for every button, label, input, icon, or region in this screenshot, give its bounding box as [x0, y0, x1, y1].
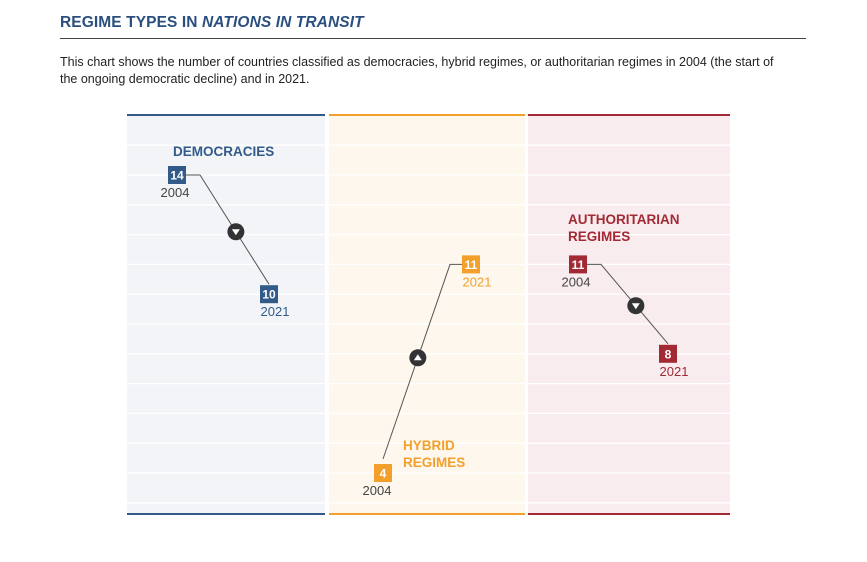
hybrid-series-label-line-2: REGIMES: [403, 455, 465, 470]
democracies-series-label-line-1: DEMOCRACIES: [173, 144, 274, 159]
triangle-down-icon: [231, 229, 240, 236]
authoritarian-value-label-2021: 8: [665, 347, 672, 361]
democracies-year-label-2004: 2004: [161, 185, 190, 200]
chart-title-emphasis: NATIONS IN TRANSIT: [202, 14, 364, 31]
hybrid-year-label-2021: 2021: [463, 274, 492, 289]
authoritarian-value-box-2004: [569, 255, 587, 274]
democracies-connector-line: [186, 174, 270, 285]
authoritarian-value-box-2021: [659, 344, 677, 363]
authoritarian-panel-bg: [528, 115, 730, 514]
chart-title: REGIME TYPES IN NATIONS IN TRANSIT: [60, 14, 364, 32]
hybrid-value-label-2004: 4: [380, 467, 387, 481]
chart-subtitle: This chart shows the number of countries…: [60, 55, 774, 86]
hybrid-value-box-2004: [374, 464, 392, 482]
triangle-down-icon: [631, 303, 640, 310]
democracies-value-label-2021: 10: [262, 288, 276, 302]
hybrid-value-box-2021: [462, 255, 480, 274]
authoritarian-series-label-line-2: REGIMES: [568, 229, 630, 244]
hybrid-value-label-2021: 11: [465, 258, 478, 272]
hybrid-year-label-2004: 2004: [363, 483, 392, 498]
chart-title-prefix: REGIME TYPES IN: [60, 14, 202, 31]
authoritarian-connector-line: [587, 263, 669, 345]
authoritarian-series-label-line-1: AUTHORITARIAN: [568, 212, 680, 227]
authoritarian-year-label-2021: 2021: [660, 364, 689, 379]
democracies-panel-bg: [127, 115, 325, 514]
hybrid-connector-line: [382, 263, 462, 460]
hybrid-panel-bg: [329, 115, 525, 514]
democracies-value-label-2004: 14: [170, 169, 184, 183]
democracies-value-box-2004: [168, 166, 186, 184]
title-rule: [60, 38, 806, 39]
hybrid-series-label-line-1: HYBRID: [403, 438, 455, 453]
democracies-year-label-2021: 2021: [261, 304, 290, 319]
democracies-value-box-2021: [260, 285, 278, 304]
authoritarian-value-label-2004: 11: [572, 258, 585, 272]
triangle-up-icon: [413, 354, 422, 361]
authoritarian-year-label-2004: 2004: [562, 274, 591, 289]
